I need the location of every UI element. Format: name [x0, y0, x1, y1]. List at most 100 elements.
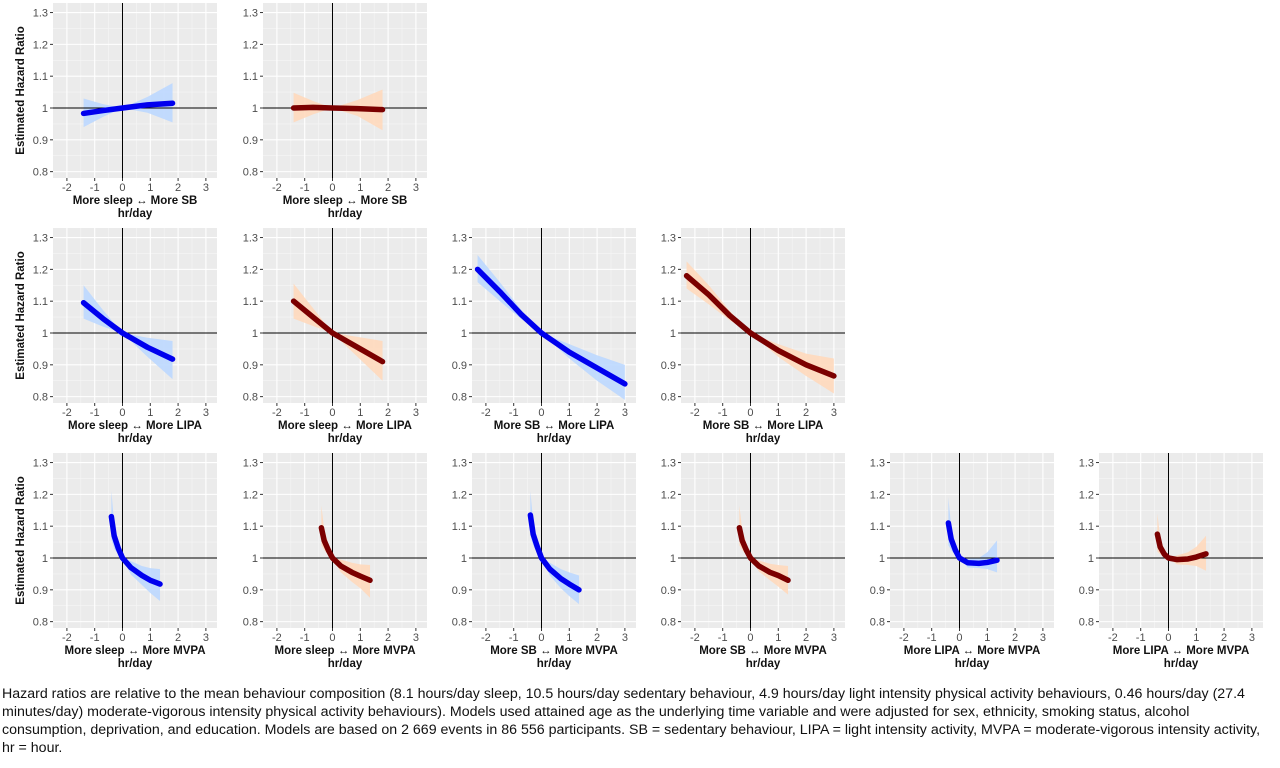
x-tick-label: 2 — [385, 632, 391, 644]
panel-r2c3: -2 -1 0 1 2 3 0.8 0.9 1 1.1 1.2 1.3 More SB ↔ More L… — [452, 228, 636, 445]
x-tick-label: -1 — [300, 182, 310, 194]
x-tick-label: 1 — [357, 407, 363, 419]
y-tick-label: 1.1 — [33, 71, 48, 83]
y-tick-label: 1 — [42, 553, 48, 565]
x-tick-label: 2 — [175, 182, 181, 194]
y-tick-label: 0.8 — [661, 617, 676, 629]
y-tick-label: 1.1 — [1079, 521, 1094, 533]
x-tick-label: 3 — [831, 407, 837, 419]
y-tick-label: 1 — [42, 103, 48, 115]
x-axis-unit: hr/day — [1164, 658, 1199, 670]
x-axis-unit: hr/day — [328, 658, 363, 670]
panel-r3c6: -2 -1 0 1 2 3 0.8 0.9 1 1.1 1.2 1.3 More LIPA ↔ More… — [1079, 453, 1263, 670]
confidence-band — [530, 491, 580, 605]
x-axis-label: More SB ↔ More MVPA — [699, 645, 827, 657]
x-tick-label: -2 — [481, 407, 491, 419]
y-tick-label: 1.3 — [661, 233, 676, 245]
x-tick-label: 3 — [622, 632, 628, 644]
x-tick-label: 0 — [538, 407, 544, 419]
y-tick-label: 0.9 — [243, 135, 258, 147]
y-tick-label: 1.1 — [452, 521, 467, 533]
estimate-line — [290, 298, 386, 365]
y-tick-label: 1.3 — [33, 458, 48, 470]
estimate-line — [683, 272, 837, 379]
x-tick-label: -2 — [62, 407, 72, 419]
x-tick-label: 2 — [385, 182, 391, 194]
x-axis-label: More LIPA ↔ More MVPA — [904, 645, 1041, 657]
panel-r1c2: -2 -1 0 1 2 3 0.8 0.9 1 1.1 1.2 1.3 More sleep ↔ Mor… — [243, 3, 427, 220]
x-tick-label: 1 — [147, 632, 153, 644]
y-tick-label: 1.3 — [33, 233, 48, 245]
y-tick-label: 1 — [252, 103, 258, 115]
panel-r2c2: -2 -1 0 1 2 3 0.8 0.9 1 1.1 1.2 1.3 More sleep ↔ Mor… — [243, 228, 427, 445]
y-tick-label: 1 — [1088, 553, 1094, 565]
x-tick-label: -2 — [62, 632, 72, 644]
y-tick-label: 0.9 — [452, 585, 467, 597]
y-tick-label: 1.3 — [452, 233, 467, 245]
y-tick-label: 1.1 — [243, 296, 258, 308]
x-axis-unit: hr/day — [118, 208, 153, 220]
x-axis-label: More sleep ↔ More SB — [73, 195, 198, 207]
x-tick-label: -1 — [90, 407, 100, 419]
x-tick-label: 2 — [594, 407, 600, 419]
confidence-band — [111, 491, 161, 601]
y-tick-label: 0.8 — [33, 392, 48, 404]
x-tick-label: 0 — [329, 182, 335, 194]
x-tick-label: 0 — [119, 632, 125, 644]
y-tick-label: 0.8 — [870, 617, 885, 629]
y-tick-label: 1.3 — [243, 233, 258, 245]
y-tick-label: 1.1 — [661, 296, 676, 308]
y-tick-label: 0.9 — [33, 585, 48, 597]
y-tick-label: 1.3 — [661, 458, 676, 470]
x-tick-label: 1 — [147, 407, 153, 419]
y-tick-label: 0.8 — [243, 167, 258, 179]
y-tick-label: 1.2 — [661, 264, 676, 276]
estimate-line — [108, 513, 163, 587]
x-tick-label: 1 — [147, 182, 153, 194]
x-tick-label: -2 — [690, 407, 700, 419]
y-tick-label: 1.2 — [870, 489, 885, 501]
y-tick-label: 0.8 — [33, 167, 48, 179]
x-tick-label: -1 — [718, 632, 728, 644]
x-tick-label: 2 — [594, 632, 600, 644]
x-tick-label: 0 — [747, 632, 753, 644]
y-tick-label: 0.9 — [243, 585, 258, 597]
x-tick-label: 3 — [1249, 632, 1255, 644]
x-axis-unit: hr/day — [118, 658, 153, 670]
x-tick-label: 3 — [203, 632, 209, 644]
x-tick-label: -1 — [300, 632, 310, 644]
confidence-band — [948, 497, 998, 573]
y-tick-label: 1 — [252, 328, 258, 340]
y-tick-label: 0.8 — [33, 617, 48, 629]
estimate-line — [474, 266, 628, 387]
x-tick-label: -1 — [300, 407, 310, 419]
x-tick-label: 1 — [1193, 632, 1199, 644]
estimate-line — [527, 512, 582, 593]
estimate-line — [318, 525, 373, 584]
y-tick-label: 1.3 — [452, 458, 467, 470]
panel-r3c3: -2 -1 0 1 2 3 0.8 0.9 1 1.1 1.2 1.3 More SB ↔ More M… — [452, 453, 636, 670]
x-axis-label: More sleep ↔ More LIPA — [68, 420, 202, 432]
x-tick-label: 0 — [956, 632, 962, 644]
plot-background — [53, 228, 217, 403]
y-tick-label: 1.2 — [452, 264, 467, 276]
x-axis-label: More sleep ↔ More LIPA — [278, 420, 412, 432]
x-tick-label: 1 — [566, 407, 572, 419]
x-tick-label: -2 — [1108, 632, 1118, 644]
y-tick-label: 0.8 — [243, 617, 258, 629]
y-tick-label: 0.8 — [452, 392, 467, 404]
x-axis-label: More SB ↔ More LIPA — [494, 420, 615, 432]
y-tick-label: 0.8 — [1079, 617, 1094, 629]
x-axis-unit: hr/day — [328, 433, 363, 445]
estimate-line — [736, 525, 791, 584]
x-tick-label: 2 — [175, 632, 181, 644]
y-axis-label: Estimated Hazard Ratio — [15, 476, 27, 604]
x-tick-label: -2 — [690, 632, 700, 644]
x-axis-unit: hr/day — [537, 658, 572, 670]
y-tick-label: 0.9 — [243, 360, 258, 372]
x-tick-label: 0 — [538, 632, 544, 644]
y-tick-label: 1 — [670, 328, 676, 340]
estimate-line — [1154, 531, 1209, 563]
x-tick-label: -2 — [272, 407, 282, 419]
x-axis-unit: hr/day — [118, 433, 153, 445]
